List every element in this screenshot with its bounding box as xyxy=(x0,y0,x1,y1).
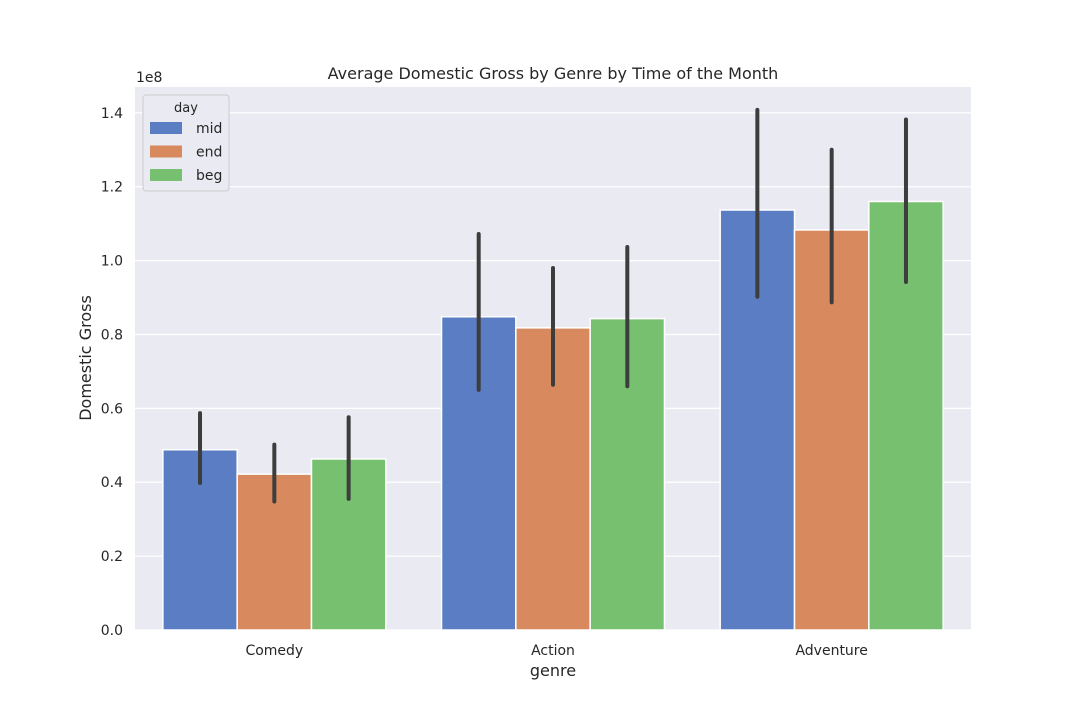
legend: day mid end beg xyxy=(142,94,230,192)
x-tick-label: Action xyxy=(531,643,575,659)
x-tick-labels: Comedy Action Adventure xyxy=(245,643,867,659)
y-tick-label: 0.6 xyxy=(101,401,123,417)
y-tick-label: 0.4 xyxy=(101,475,123,491)
y-tick-label: 0.8 xyxy=(101,327,123,343)
x-tick-label: Comedy xyxy=(245,643,303,659)
legend-items: mid end beg xyxy=(150,121,222,184)
y-tick-label: 0.2 xyxy=(101,549,123,565)
legend-label-end: end xyxy=(196,145,222,161)
error-bars xyxy=(198,107,908,504)
y-tick-label: 0.0 xyxy=(101,623,123,639)
legend-frame xyxy=(142,94,230,192)
y-tick-labels: 0.0 0.2 0.4 0.6 0.8 1.0 1.2 1.4 xyxy=(101,106,123,639)
y-tick-label: 1.0 xyxy=(101,254,123,270)
legend-swatch-end xyxy=(150,145,182,158)
x-tick-label: Adventure xyxy=(795,643,867,659)
y-axis-label: Domestic Gross xyxy=(76,295,95,421)
y-axis-offset-text: 1e8 xyxy=(136,70,162,86)
bars xyxy=(162,200,944,631)
legend-swatch-beg xyxy=(150,169,182,181)
y-tick-label: 1.4 xyxy=(101,106,123,122)
legend-label-mid: mid xyxy=(196,121,222,137)
x-axis-label: genre xyxy=(530,661,576,680)
legend-swatch-mid xyxy=(150,122,182,134)
y-tick-label: 1.2 xyxy=(101,180,123,196)
legend-title: day xyxy=(174,101,198,116)
chart-title: Average Domestic Gross by Genre by Time … xyxy=(328,64,779,83)
legend-label-beg: beg xyxy=(196,168,222,184)
